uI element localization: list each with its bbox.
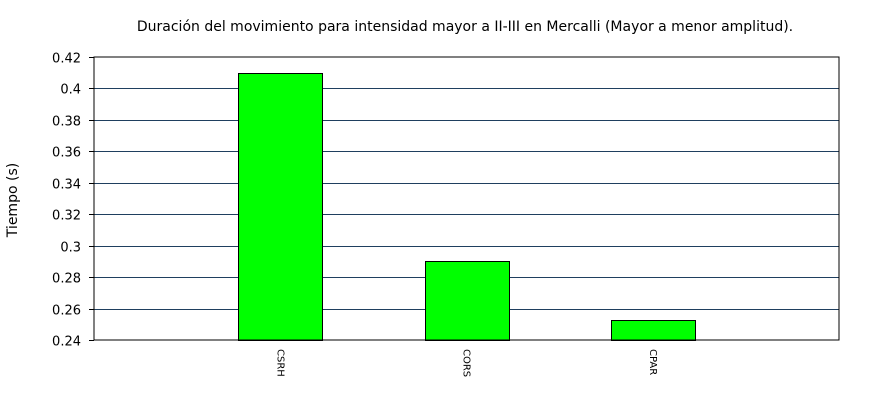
bar-csrh: [238, 73, 323, 341]
chart-title: Duración del movimiento para intensidad …: [137, 19, 793, 35]
y-tick-label: 0.42: [52, 52, 81, 67]
y-tick-label: 0.38: [52, 115, 81, 130]
x-axis-categories: CSRH CORS CPAR: [274, 349, 658, 377]
y-tick-label: 0.24: [52, 335, 81, 350]
x-category-label: CPAR: [647, 349, 658, 375]
y-axis-label: Tiempo (s): [5, 163, 21, 238]
gridlines: [94, 88, 839, 310]
bars: [238, 73, 696, 341]
y-tick-label: 0.4: [60, 83, 81, 98]
x-category-label: CORS: [461, 349, 472, 377]
plot-frame: [93, 56, 840, 341]
y-tick-label: 0.34: [52, 178, 81, 193]
y-tick-label: 0.32: [52, 209, 81, 224]
y-tick-label: 0.36: [52, 146, 81, 161]
bar-cpar: [611, 320, 696, 341]
y-axis-ticks: 0.24 0.26 0.28 0.3 0.32 0.34 0.36 0.38 0.4 0.42: [52, 52, 94, 350]
y-tick-label: 0.26: [52, 304, 81, 319]
x-category-label: CSRH: [274, 349, 285, 377]
bar-cors: [425, 261, 510, 341]
y-tick-label: 0.3: [60, 241, 81, 256]
y-tick-label: 0.28: [52, 272, 81, 287]
